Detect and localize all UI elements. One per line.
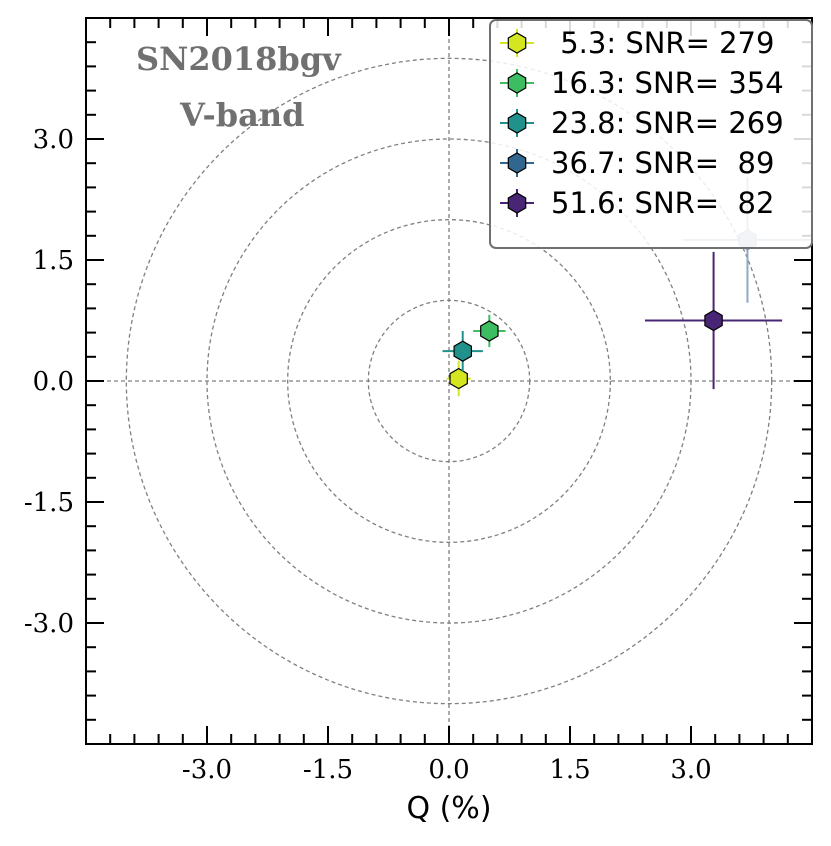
x-tick-label: -3.0 (182, 755, 232, 785)
legend-entry-3: 23.8: SNR= 269 (500, 106, 784, 140)
legend-marker (507, 112, 527, 134)
legend-label: 36.7: SNR= 89 (551, 146, 774, 180)
legend-marker (507, 72, 527, 94)
data-point-2 (473, 314, 506, 348)
data-marker (704, 309, 723, 332)
legend-entry-4: 36.7: SNR= 89 (500, 146, 774, 180)
x-axis-label: Q (%) (406, 791, 491, 826)
y-tick-label: -1.5 (24, 488, 74, 518)
legend: 5.3: SNR= 279 16.3: SNR= 354 23.8: SNR= 26… (489, 19, 813, 249)
plot-frame (85, 17, 813, 745)
data-point-5 (645, 251, 783, 390)
legend-marker (507, 152, 527, 174)
x-tick-label: 1.5 (549, 755, 590, 785)
legend-marker (507, 32, 527, 54)
object-annotation: SN2018bgv (136, 40, 342, 78)
data-marker (449, 367, 468, 390)
legend-box (489, 19, 813, 249)
legend-entry-2: 16.3: SNR= 354 (500, 66, 784, 100)
y-tick-label: 1.5 (33, 246, 74, 276)
x-tick-label: 3.0 (670, 755, 711, 785)
legend-entry-5: 51.6: SNR= 82 (500, 186, 774, 220)
band-annotation: V-band (179, 96, 305, 134)
reference-circle (367, 299, 531, 463)
y-tick-label: 3.0 (33, 125, 74, 155)
legend-entry-1: 5.3: SNR= 279 (500, 26, 774, 60)
data-point-3 (442, 330, 483, 372)
tick-layer: -3.0 -1.5 0.0 1.5 3.0 -3.0 -1.5 0.0 1.5 3.0 (24, 17, 813, 785)
legend-marker (507, 192, 527, 214)
data-point-1 (446, 360, 471, 397)
reference-circle (125, 57, 773, 705)
legend-label: 16.3: SNR= 354 (551, 66, 784, 100)
legend-label: 5.3: SNR= 279 (551, 26, 774, 60)
reference-layer (86, 18, 812, 744)
data-marker (480, 320, 499, 342)
x-tick-label: 0.0 (428, 755, 469, 785)
y-tick-label: -3.0 (24, 609, 74, 639)
data-marker (453, 340, 472, 362)
reference-circle (287, 219, 611, 543)
legend-label: 51.6: SNR= 82 (551, 186, 774, 220)
legend-label: 23.8: SNR= 269 (551, 106, 784, 140)
y-tick-label: 0.0 (33, 367, 74, 397)
x-tick-label: -1.5 (303, 755, 353, 785)
